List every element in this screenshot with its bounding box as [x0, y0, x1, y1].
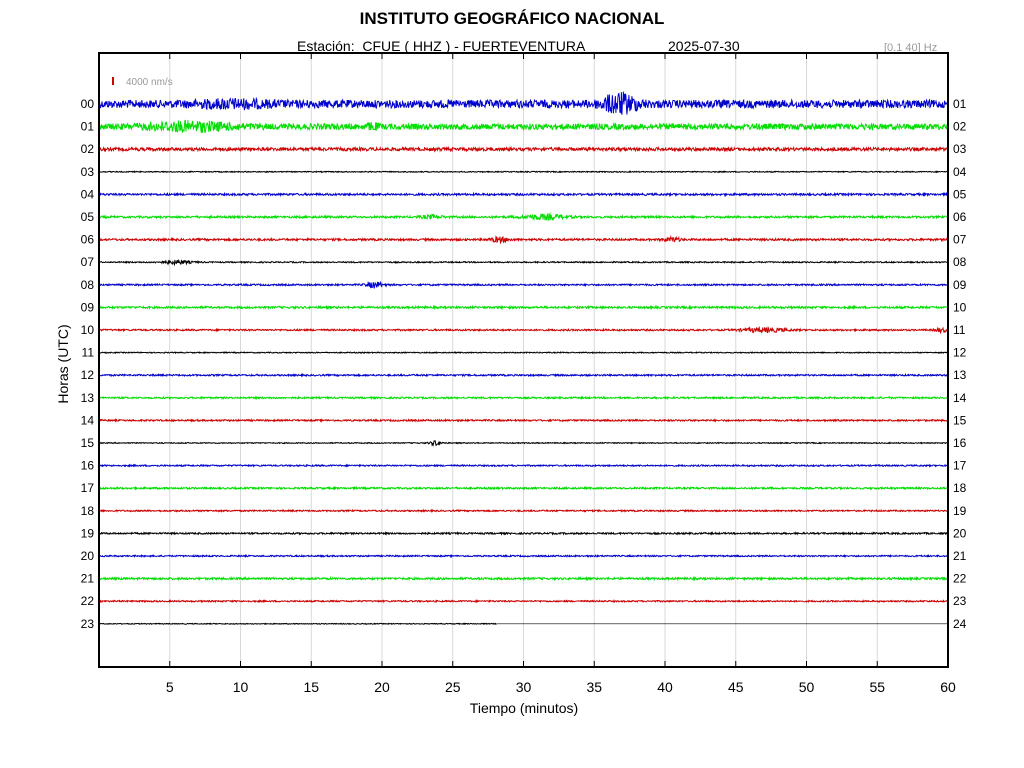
- trace-hour-04: [98, 191, 949, 198]
- x-tick-label: 20: [374, 679, 390, 695]
- hour-label-left: 14: [81, 413, 95, 427]
- trace-hour-05: [98, 211, 949, 222]
- hour-label-left: 10: [81, 323, 95, 337]
- hour-label-right: 17: [953, 459, 967, 473]
- trace-hour-23: [98, 622, 497, 626]
- trace-hour-03: [98, 170, 949, 174]
- hour-label-right: 06: [953, 210, 967, 224]
- hour-label-left: 02: [81, 142, 95, 156]
- hour-label-right: 03: [953, 142, 967, 156]
- trace-hour-14: [98, 418, 949, 423]
- trace-hour-12: [98, 372, 949, 378]
- hour-label-left: 06: [81, 233, 95, 247]
- hour-label-left: 05: [81, 210, 95, 224]
- hour-label-right: 10: [953, 300, 967, 314]
- x-tick-label: 55: [869, 679, 885, 695]
- hour-label-left: 03: [81, 165, 95, 179]
- trace-hour-13: [99, 395, 949, 401]
- trace-hour-06: [98, 235, 949, 245]
- hour-label-left: 08: [81, 278, 95, 292]
- trace-hour-01: [98, 119, 949, 133]
- hour-label-right: 12: [953, 346, 967, 360]
- trace-hour-15: [98, 440, 949, 447]
- record-date: 2025-07-30: [668, 38, 740, 54]
- hour-label-left: 15: [81, 436, 95, 450]
- x-tick-label: 15: [303, 679, 319, 695]
- hour-label-right: 02: [953, 120, 967, 134]
- trace-hour-20: [98, 553, 949, 559]
- hour-label-left: 12: [81, 368, 95, 382]
- hour-label-left: 21: [81, 572, 95, 586]
- trace-hour-10: [98, 325, 949, 335]
- trace-hour-22: [98, 599, 949, 604]
- hour-label-right: 21: [953, 549, 967, 563]
- hour-label-left: 23: [81, 617, 95, 631]
- hour-label-right: 18: [953, 481, 967, 495]
- x-tick-label: 35: [586, 679, 602, 695]
- hour-label-left: 19: [81, 526, 95, 540]
- x-tick-label: 45: [728, 679, 744, 695]
- trace-hour-16: [98, 463, 949, 468]
- trace-hour-21: [98, 575, 949, 582]
- hour-label-left: 16: [81, 459, 95, 473]
- hour-label-right: 09: [953, 278, 967, 292]
- x-tick-label: 25: [445, 679, 461, 695]
- hour-label-right: 11: [953, 323, 966, 337]
- hour-label-right: 22: [953, 572, 967, 586]
- trace-hour-09: [98, 304, 949, 311]
- hour-label-right: 01: [953, 97, 967, 111]
- chart-title: INSTITUTO GEOGRÁFICO NACIONAL: [359, 9, 665, 28]
- trace-hour-00: [98, 91, 949, 115]
- trace-hour-07: [98, 258, 949, 267]
- hour-label-left: 11: [82, 346, 95, 360]
- hour-label-right: 19: [953, 504, 967, 518]
- hour-label-right: 04: [953, 165, 967, 179]
- hour-label-left: 07: [81, 255, 95, 269]
- x-tick-label: 5: [166, 679, 174, 695]
- hour-label-left: 04: [81, 187, 95, 201]
- trace-hour-02: [99, 145, 949, 153]
- x-tick-label: 60: [940, 679, 956, 695]
- hour-label-right: 16: [953, 436, 967, 450]
- hour-label-right: 20: [953, 526, 967, 540]
- x-axis-label: Tiempo (minutos): [469, 700, 579, 716]
- hour-label-right: 05: [953, 187, 967, 201]
- hour-label-right: 23: [953, 594, 967, 608]
- station-label: Estación: CFUE ( HHZ ) - FUERTEVENTURA: [297, 38, 586, 54]
- hour-label-left: 13: [81, 391, 95, 405]
- hour-label-left: 22: [81, 594, 95, 608]
- x-tick-label: 40: [657, 679, 673, 695]
- trace-hour-18: [98, 508, 949, 513]
- trace-hour-17: [98, 485, 949, 491]
- hour-label-left: 00: [81, 97, 95, 111]
- trace-hour-11: [98, 351, 949, 355]
- hour-label-left: 09: [81, 300, 95, 314]
- hour-label-left: 20: [81, 549, 95, 563]
- hour-label-right: 08: [953, 255, 967, 269]
- hour-label-right: 24: [953, 617, 967, 631]
- x-tick-label: 50: [799, 679, 815, 695]
- hour-label-left: 17: [81, 481, 95, 495]
- hour-label-left: 01: [81, 120, 95, 134]
- hour-label-right: 13: [953, 368, 967, 382]
- trace-hour-19: [98, 530, 949, 536]
- x-tick-label: 10: [233, 679, 249, 695]
- hour-label-right: 14: [953, 391, 967, 405]
- hour-label-left: 18: [81, 504, 95, 518]
- hour-label-right: 07: [953, 233, 967, 247]
- trace-hour-08: [98, 280, 949, 289]
- x-tick-label: 30: [516, 679, 532, 695]
- scale-bar-label: 4000 nm/s: [126, 77, 173, 88]
- filter-band: [0.1 40] Hz: [884, 42, 938, 54]
- hour-label-right: 15: [953, 413, 967, 427]
